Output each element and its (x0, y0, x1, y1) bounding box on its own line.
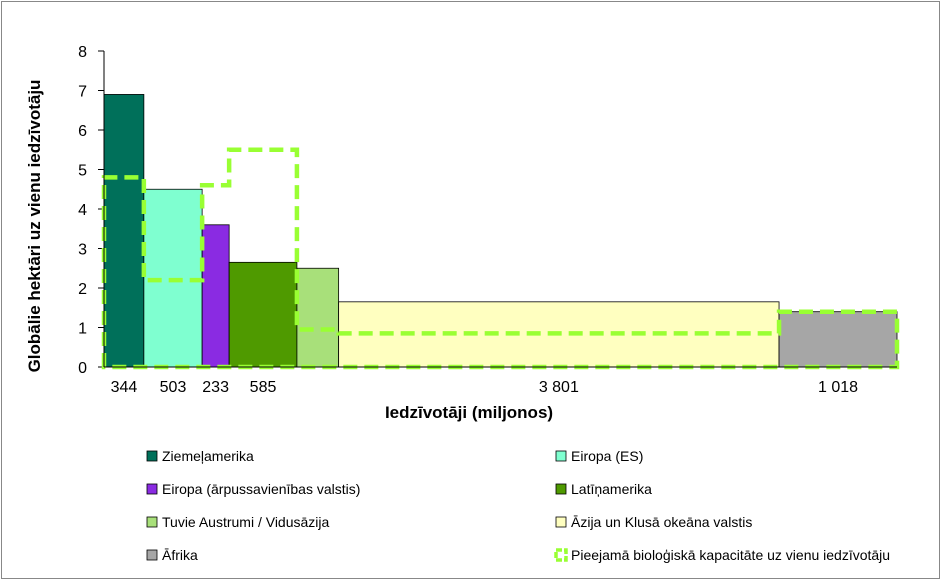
legend-label: Eiropa (ārpussavienības valstis) (162, 481, 360, 497)
y-tick-label: 6 (78, 123, 87, 140)
y-tick-label: 2 (78, 281, 87, 298)
legend-label: Āzija un Klusā okeāna valstis (571, 514, 752, 530)
bar-5 (296, 267, 340, 368)
bar-7 (778, 311, 898, 368)
x-axis-label: Iedzīvotāji (miljonos) (385, 403, 553, 422)
y-tick-label: 7 (78, 84, 87, 101)
legend-swatch (146, 483, 158, 495)
legend-swatch (146, 516, 158, 528)
legend-label: Latīņamerika (571, 481, 652, 497)
legend-label: Tuvie Austrumi / Vidusāzija (162, 514, 330, 530)
x-tick-label: 1 018 (818, 379, 858, 396)
legend-label: Pieejamā bioloģiskā kapacitāte uz vienu … (571, 547, 890, 563)
y-tick-label: 5 (78, 163, 87, 180)
y-axis-label: Globālie hektāri uz vienu iedzīvotāju (25, 80, 44, 373)
y-tick-label: 3 (78, 242, 87, 259)
legend-label: Āfrika (162, 547, 198, 563)
legend-swatch (555, 483, 567, 495)
legend-label: Ziemeļamerika (162, 448, 254, 464)
x-axis-ticks: 344 503 233 585 3 801 1 018 (111, 379, 859, 396)
x-tick-label: 503 (160, 379, 187, 396)
legend: Ziemeļamerika Eiropa (ES) Eiropa (ārpussav… (146, 448, 890, 563)
legend-swatch (146, 450, 158, 462)
legend-swatch (146, 549, 158, 561)
y-tick-label: 4 (78, 202, 87, 219)
bar-3 (201, 224, 230, 368)
biocapacity-outlines (101, 147, 900, 370)
y-tick-label: 0 (78, 360, 87, 377)
x-tick-label: 3 801 (539, 379, 579, 396)
x-tick-label: 233 (202, 379, 229, 396)
x-tick-label: 585 (250, 379, 277, 396)
biocapacity-line (101, 147, 900, 370)
bar-4 (228, 261, 298, 368)
legend-swatch (554, 548, 568, 562)
legend-label: Eiropa (ES) (571, 448, 643, 464)
axes (103, 51, 897, 368)
y-tick-label: 1 (78, 321, 87, 338)
legend-swatch (555, 516, 567, 528)
y-tick-label: 8 (78, 44, 87, 61)
y-axis-ticks: 0 1 2 3 4 5 6 7 8 (78, 44, 104, 377)
legend-swatch (555, 450, 567, 462)
bar-1 (103, 94, 145, 368)
x-tick-label: 344 (111, 379, 138, 396)
